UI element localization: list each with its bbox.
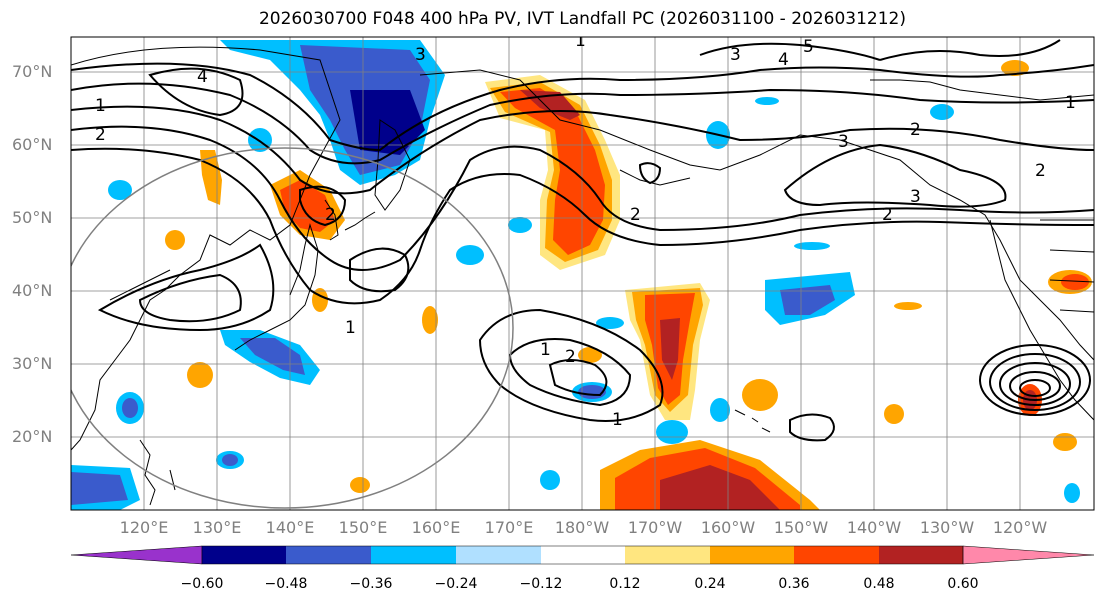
lon-label: 150°W	[773, 518, 829, 537]
colorbar-bin	[202, 546, 286, 564]
colorbar	[70, 545, 1095, 565]
colorbar-tick-label: 0.36	[778, 576, 810, 592]
contour-label: 1	[540, 340, 551, 360]
contour-label: 1	[345, 318, 356, 338]
contour-label: 2	[325, 205, 336, 225]
colorbar-bin	[286, 546, 371, 564]
contour-label: 3	[730, 45, 741, 65]
pv-contours	[71, 39, 1094, 442]
lon-label: 140°W	[846, 518, 902, 537]
lon-label: 170°E	[484, 518, 534, 537]
lon-label: 120°W	[992, 518, 1048, 537]
colorbar-tick-label: −0.24	[434, 576, 478, 592]
contour-label: 2	[910, 120, 921, 140]
landfall-radius-ring	[71, 147, 514, 509]
contour-label: 1	[95, 96, 106, 116]
lat-label: 30°N	[12, 354, 53, 373]
lat-label: 70°N	[12, 62, 53, 81]
colorbar-bin	[710, 546, 794, 564]
contour-label: 5	[803, 37, 814, 57]
contour-label: 3	[838, 132, 849, 152]
colorbar-tick-label: 0.12	[609, 576, 641, 592]
colorbar-tick-label: 0.48	[863, 576, 895, 592]
lon-label: 180°W	[554, 518, 610, 537]
colorbar-bin	[625, 546, 710, 564]
map-title: 2026030700 F048 400 hPa PV, IVT Landfall…	[258, 9, 906, 29]
contour-label: 2	[630, 205, 641, 225]
colorbar-tick-label: −0.36	[349, 576, 393, 592]
lon-label: 160°E	[411, 518, 461, 537]
colorbar-tick-label: −0.48	[264, 576, 308, 592]
contour-label: 1	[612, 410, 623, 430]
contour-label: 1	[575, 31, 586, 51]
lat-label: 60°N	[12, 135, 53, 154]
colorbar-tick-label: 0.24	[694, 576, 726, 592]
lat-label: 50°N	[12, 208, 53, 227]
colorbar-bin	[371, 546, 456, 564]
lat-label: 20°N	[12, 427, 53, 446]
lon-label: 150°E	[338, 518, 388, 537]
colorbar-bin	[541, 546, 625, 564]
colorbar-tick-label: −0.60	[180, 576, 224, 592]
lon-label: 170°W	[627, 518, 683, 537]
lon-label: 140°E	[265, 518, 315, 537]
contour-label: 2	[95, 125, 106, 145]
lon-label: 120°E	[119, 518, 169, 537]
colorbar-bin	[456, 546, 541, 564]
contour-label: 3	[415, 45, 426, 65]
lat-label: 40°N	[12, 281, 53, 300]
lon-label: 130°W	[919, 518, 975, 537]
contour-label: 1	[1065, 93, 1076, 113]
contour-label: 3	[910, 187, 921, 207]
colorbar-outline	[201, 545, 964, 565]
contour-label: 2	[882, 205, 893, 225]
contour-label-group: 1 2 4 3 1 3 4 5 2 2 3 2 3 1 2 1 1 2 1 2	[95, 31, 1076, 430]
contour-label: 4	[197, 67, 208, 87]
colorbar-tick-label: −0.12	[519, 576, 563, 592]
colorbar-tick-label: 0.60	[947, 576, 979, 592]
colorbar-bin	[879, 546, 963, 564]
lon-label: 160°W	[700, 518, 756, 537]
contour-label: 4	[778, 50, 789, 70]
colorbar-bin	[794, 546, 879, 564]
map-frame	[70, 36, 1095, 511]
contour-label: 2	[565, 347, 576, 367]
coastlines	[71, 46, 1094, 506]
contour-label: 2	[1035, 161, 1046, 181]
lon-label: 130°E	[192, 518, 242, 537]
colorbar-extend-high	[962, 545, 1095, 565]
colorbar-extend-low	[70, 545, 203, 565]
